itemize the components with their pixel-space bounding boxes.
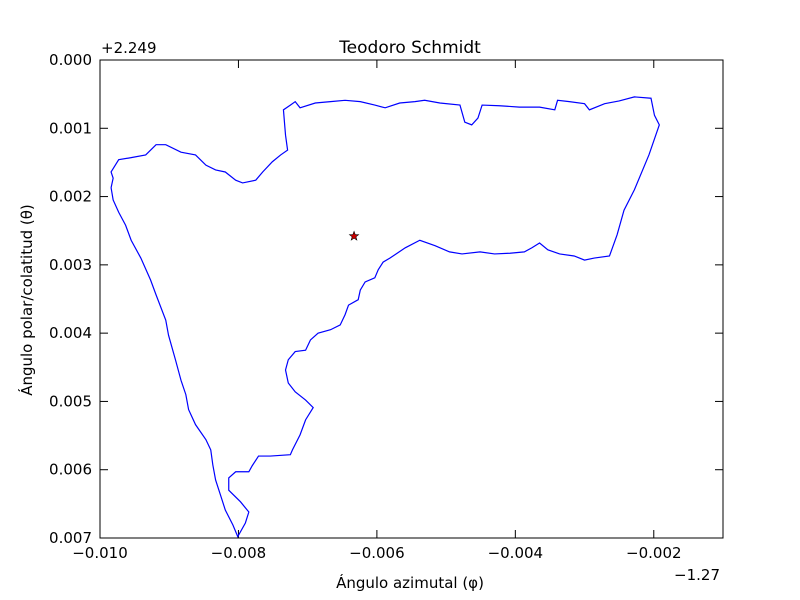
y-tick-label: 0.002	[49, 188, 92, 206]
x-tick-label: −0.006	[349, 544, 405, 562]
x-tick-label: −0.008	[211, 544, 267, 562]
y-tick-label: 0.004	[49, 324, 92, 342]
x-tick-label: −0.004	[488, 544, 544, 562]
y-offset-label: +2.249	[101, 39, 157, 57]
data-line	[110, 96, 660, 539]
x-tick-label: −0.010	[72, 544, 128, 562]
y-tick-label: 0.006	[49, 461, 92, 479]
y-tick-label: 0.001	[49, 119, 92, 137]
x-offset-label: −1.27	[674, 566, 720, 584]
y-axis-label: Ángulo polar/colatitud (θ)	[17, 204, 36, 396]
star-marker	[348, 230, 360, 241]
plot-frame	[99, 59, 724, 539]
y-tick-label: 0.003	[49, 256, 92, 274]
chart-title: Teodoro Schmidt	[338, 38, 481, 58]
y-tick-label: 0.005	[49, 392, 92, 410]
y-tick-label: 0.000	[49, 51, 92, 69]
x-tick-label: −0.002	[626, 544, 682, 562]
y-tick-label: 0.007	[49, 529, 92, 547]
x-axis-label: Ángulo azimutal (φ)	[336, 573, 484, 592]
